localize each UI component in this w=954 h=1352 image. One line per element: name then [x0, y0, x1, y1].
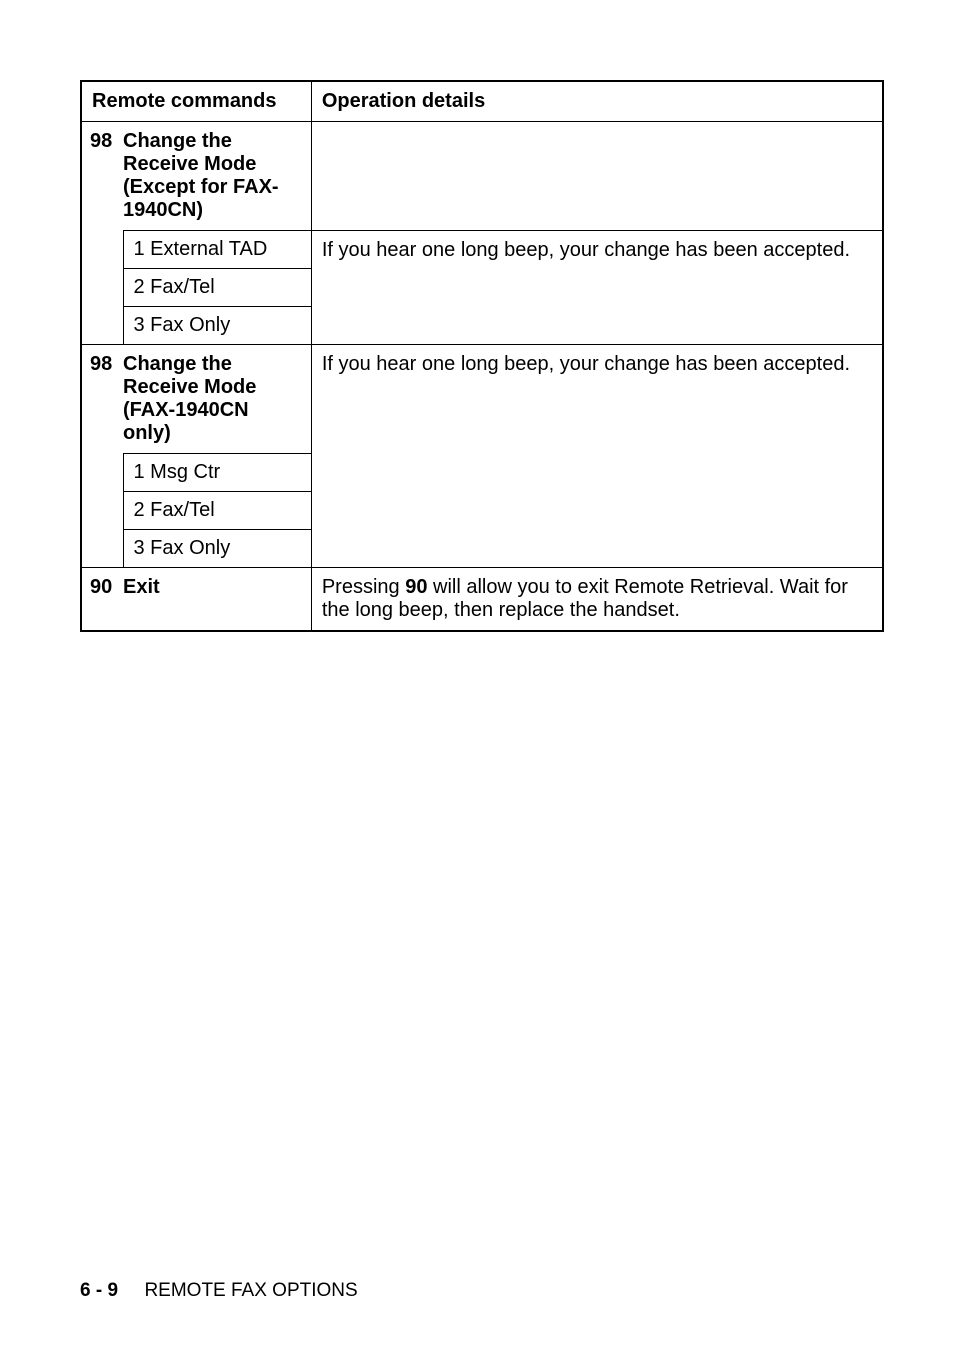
table-row: 1 External TAD If you hear one long beep… [81, 231, 883, 269]
footer-separator [123, 1280, 139, 1301]
code-cell: 90 [81, 568, 123, 632]
page-title: REMOTE FAX OPTIONS [144, 1280, 357, 1301]
sub-label: 3 Fax Only [123, 530, 311, 568]
detail-bold: 90 [405, 576, 427, 598]
sub-label: 3 Fax Only [123, 307, 311, 345]
header-operation-details: Operation details [311, 81, 883, 122]
code-cell: 98 [81, 345, 123, 568]
detail-cell: If you hear one long beep, your change h… [311, 345, 883, 568]
detail-cell: Pressing 90 will allow you to exit Remot… [311, 568, 883, 632]
code-cell: 98 [81, 122, 123, 345]
sub-label: 1 External TAD [123, 231, 311, 269]
table-header-row: Remote commands Operation details [81, 81, 883, 122]
sub-label: 2 Fax/Tel [123, 269, 311, 307]
table-row: 90 Exit Pressing 90 will allow you to ex… [81, 568, 883, 632]
table-row: 98 Change the Receive Mode (FAX-1940CN o… [81, 345, 883, 454]
sub-label: 2 Fax/Tel [123, 492, 311, 530]
table-row: 98 Change the Receive Mode (Except for F… [81, 122, 883, 231]
sub-label: 1 Msg Ctr [123, 454, 311, 492]
detail-cell [311, 122, 883, 231]
header-remote-commands: Remote commands [81, 81, 311, 122]
detail-cell: If you hear one long beep, your change h… [311, 231, 883, 345]
label-cell: Change the Receive Mode (Except for FAX-… [123, 122, 311, 231]
remote-commands-table: Remote commands Operation details 98 Cha… [80, 80, 884, 632]
detail-pre: Pressing [322, 576, 405, 598]
label-cell: Change the Receive Mode (FAX-1940CN only… [123, 345, 311, 454]
label-cell: Exit [123, 568, 311, 632]
page-number: 6 - 9 [80, 1280, 118, 1301]
page-footer: 6 - 9 REMOTE FAX OPTIONS [80, 1280, 358, 1302]
